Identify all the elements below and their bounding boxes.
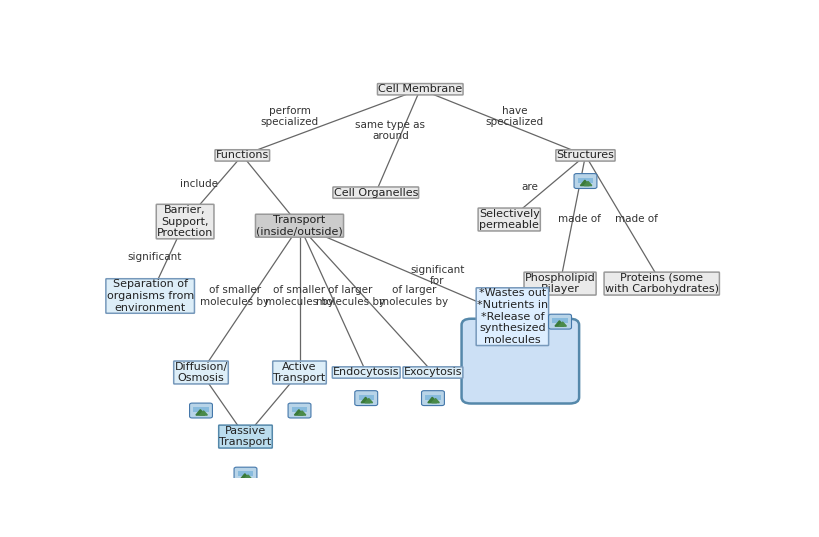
Polygon shape: [431, 398, 439, 403]
Text: of larger
molecules by: of larger molecules by: [315, 285, 384, 307]
Text: are: are: [521, 182, 537, 192]
FancyBboxPatch shape: [421, 391, 444, 405]
Polygon shape: [244, 475, 251, 479]
Text: Phospholipid
Bilayer: Phospholipid Bilayer: [524, 273, 595, 294]
Text: Diffusion/
Osmosis: Diffusion/ Osmosis: [174, 362, 228, 383]
Text: Exocytosis: Exocytosis: [403, 367, 462, 378]
FancyBboxPatch shape: [552, 318, 567, 323]
Text: Barrier,
Support,
Protection: Barrier, Support, Protection: [156, 205, 213, 238]
Text: significant
for: significant for: [410, 265, 464, 286]
Polygon shape: [360, 397, 369, 403]
FancyBboxPatch shape: [577, 178, 592, 183]
FancyBboxPatch shape: [287, 403, 310, 418]
Polygon shape: [554, 321, 563, 326]
Text: of larger
molecules by: of larger molecules by: [379, 285, 448, 307]
FancyBboxPatch shape: [358, 395, 373, 400]
FancyBboxPatch shape: [233, 467, 256, 482]
Text: *Wastes out
*Nutrients in
*Release of
synthesized
molecules: *Wastes out *Nutrients in *Release of sy…: [477, 288, 547, 345]
Text: Passive
Transport: Passive Transport: [219, 426, 271, 447]
Text: significant: significant: [127, 252, 182, 262]
Text: Selectively
permeable: Selectively permeable: [478, 209, 539, 230]
Text: Structures: Structures: [556, 150, 613, 161]
Polygon shape: [364, 398, 372, 403]
FancyBboxPatch shape: [548, 314, 571, 329]
Text: Proteins (some
with Carbohydrates): Proteins (some with Carbohydrates): [604, 273, 718, 294]
Text: perform
specialized: perform specialized: [260, 106, 319, 127]
Text: made of: made of: [557, 214, 600, 224]
Text: Functions: Functions: [215, 150, 269, 161]
FancyBboxPatch shape: [238, 471, 253, 476]
Polygon shape: [298, 411, 305, 415]
Text: Separation of
organisms from
environment: Separation of organisms from environment: [106, 279, 193, 313]
Polygon shape: [428, 397, 437, 403]
Text: Cell Organelles: Cell Organelles: [333, 187, 418, 198]
Text: same type as
around: same type as around: [355, 120, 425, 141]
Polygon shape: [240, 474, 249, 479]
FancyBboxPatch shape: [193, 407, 208, 412]
Polygon shape: [558, 322, 566, 326]
FancyBboxPatch shape: [189, 403, 212, 418]
Text: made of: made of: [614, 214, 657, 224]
Polygon shape: [580, 180, 589, 186]
Text: have
specialized: have specialized: [485, 106, 543, 127]
Text: Active
Transport: Active Transport: [273, 362, 325, 383]
Polygon shape: [583, 182, 591, 186]
Text: of smaller
molecules by: of smaller molecules by: [265, 285, 333, 307]
Text: Cell Membrane: Cell Membrane: [378, 84, 462, 95]
FancyBboxPatch shape: [573, 173, 596, 188]
FancyBboxPatch shape: [292, 407, 307, 412]
Text: Endocytosis: Endocytosis: [333, 367, 399, 378]
Polygon shape: [196, 410, 205, 415]
FancyBboxPatch shape: [461, 319, 578, 403]
Text: of smaller
molecules by: of smaller molecules by: [200, 285, 269, 307]
Polygon shape: [294, 410, 303, 415]
FancyBboxPatch shape: [355, 391, 378, 405]
Polygon shape: [200, 411, 207, 415]
FancyBboxPatch shape: [425, 395, 440, 400]
Text: include: include: [180, 179, 218, 190]
Text: Transport
(inside/outside): Transport (inside/outside): [256, 215, 342, 236]
